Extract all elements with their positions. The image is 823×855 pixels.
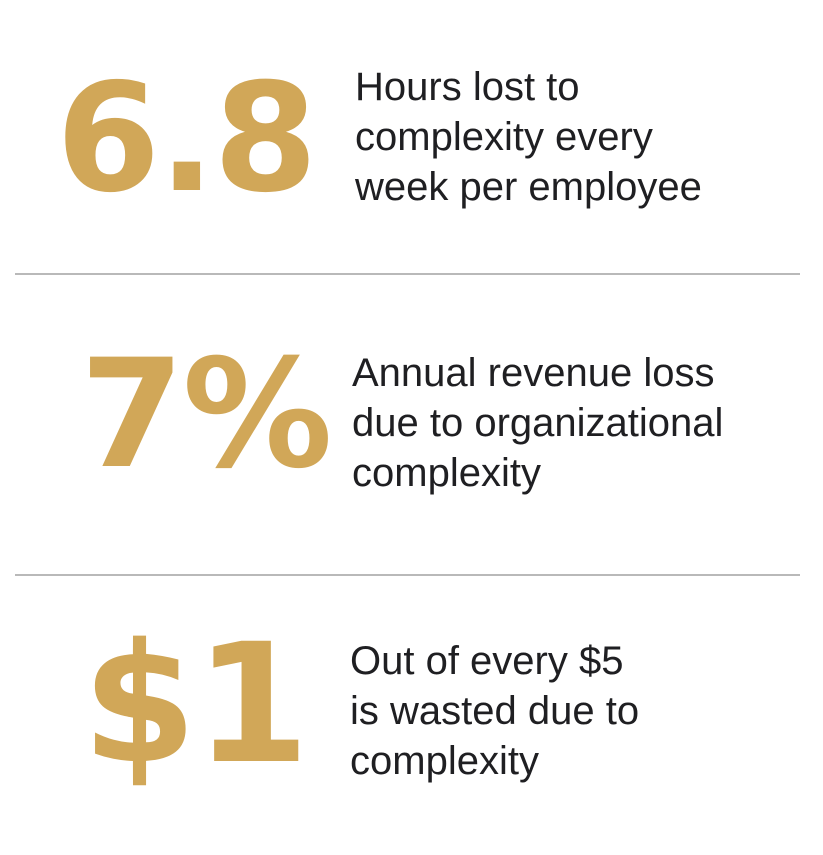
stat-description-line: due to organizational: [352, 401, 724, 445]
stat-description-line: week per employee: [355, 165, 702, 209]
stat-description: Annual revenue loss due to organizationa…: [352, 348, 723, 498]
stat-description-line: Out of every $5: [350, 639, 624, 683]
stat-description-line: Hours lost to: [355, 65, 580, 109]
stat-value: $1: [82, 608, 310, 800]
stat-description: Hours lost to complexity every week per …: [355, 62, 702, 212]
stat-description-line: complexity every: [355, 115, 653, 159]
stat-description-line: complexity: [350, 739, 539, 783]
divider: [15, 273, 800, 275]
stat-value: 6.8: [56, 52, 318, 226]
stat-value: 7%: [80, 328, 333, 502]
stat-description-line: Annual revenue loss: [352, 351, 715, 395]
stat-description: Out of every $5 is wasted due to complex…: [350, 636, 639, 786]
divider: [15, 574, 800, 576]
stat-description-line: is wasted due to: [350, 689, 640, 733]
stat-description-line: complexity: [352, 451, 541, 495]
